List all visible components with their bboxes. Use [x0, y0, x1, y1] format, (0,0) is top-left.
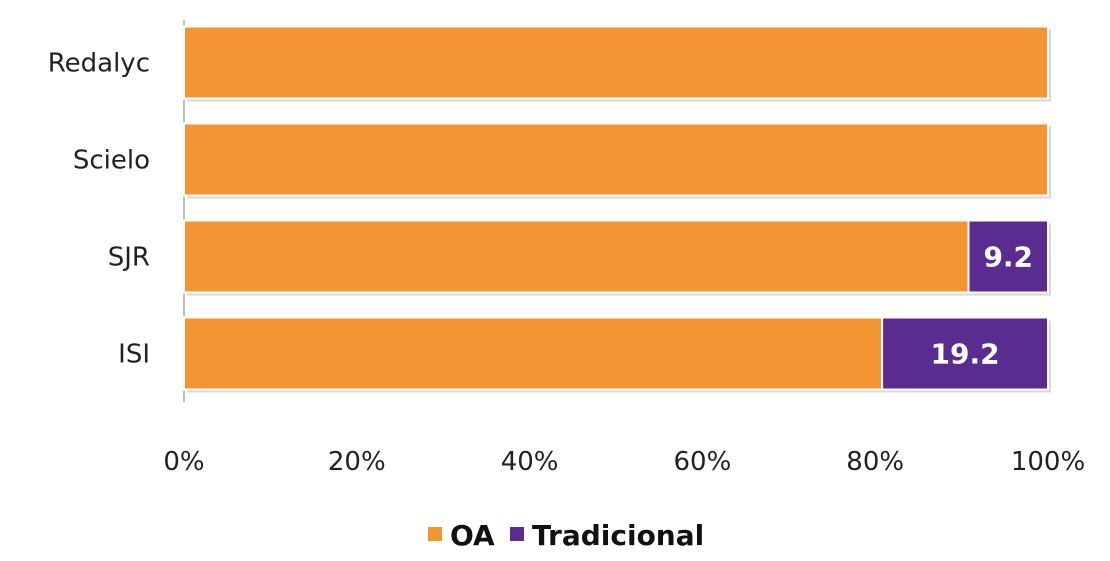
- category-label: ISI: [118, 340, 150, 370]
- x-tick-label: 80%: [846, 447, 904, 477]
- x-axis-ticks: 0% 20% 40% 60% 80% 100%: [163, 447, 1085, 477]
- bar-oa-redalyc: [183, 25, 1049, 100]
- legend-swatch-tradicional: [510, 527, 524, 541]
- bar-tradicional-sjr: [967, 219, 1050, 294]
- category-label: SJR: [108, 243, 150, 273]
- x-tick-label: 0%: [163, 447, 204, 477]
- bar-oa-sjr: [183, 219, 970, 294]
- legend: OA Tradicional: [428, 519, 704, 552]
- legend-label-tradicional: Tradicional: [532, 519, 704, 552]
- x-tick-label: 40%: [501, 447, 559, 477]
- data-label: 9.2: [983, 241, 1033, 274]
- x-tick-label: 100%: [1011, 447, 1085, 477]
- data-labels-group: 9.2 19.2: [931, 241, 1034, 371]
- category-label: Redalyc: [48, 49, 150, 79]
- plot-area: 9.2 19.2: [183, 20, 1051, 402]
- category-labels: Redalyc Scielo SJR ISI: [48, 49, 150, 370]
- x-tick-label: 60%: [674, 447, 732, 477]
- x-tick-label: 20%: [328, 447, 386, 477]
- category-label: Scielo: [73, 146, 150, 176]
- bar-oa-scielo: [183, 122, 1049, 197]
- bars-group: [183, 25, 1051, 393]
- bar-tradicional-isi: [881, 316, 1049, 391]
- legend-swatch-oa: [428, 527, 442, 541]
- data-label: 19.2: [931, 338, 1000, 371]
- legend-label-oa: OA: [450, 519, 495, 552]
- bar-oa-isi: [183, 316, 884, 391]
